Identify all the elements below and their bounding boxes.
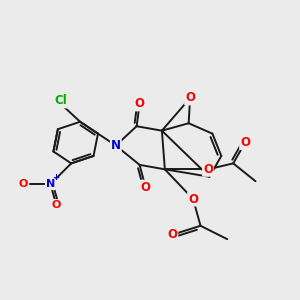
Text: O: O [203, 163, 213, 176]
Text: N: N [46, 179, 55, 189]
Text: Cl: Cl [55, 94, 67, 107]
Text: O: O [188, 193, 198, 206]
Text: N: N [111, 139, 121, 152]
Text: O: O [167, 228, 177, 241]
Text: O: O [185, 92, 195, 104]
Text: O: O [135, 98, 145, 110]
Text: O: O [140, 181, 151, 194]
Text: +: + [52, 173, 59, 182]
Text: O: O [240, 136, 250, 149]
Text: O: O [19, 179, 28, 189]
Text: O: O [52, 200, 61, 210]
